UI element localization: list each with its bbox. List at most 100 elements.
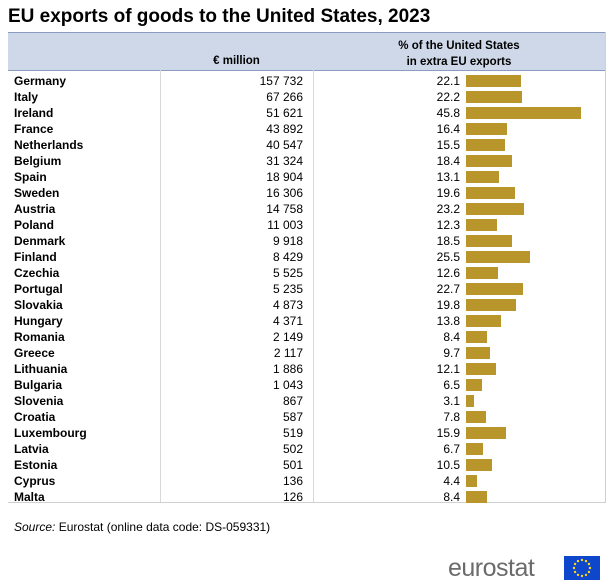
- country-label: Lithuania: [14, 362, 68, 376]
- source-text: Eurostat (online data code: DS-059331): [58, 520, 271, 534]
- country-label: Spain: [14, 170, 47, 184]
- percent-value: 3.1: [443, 394, 460, 408]
- eur-value: 18 904: [266, 170, 303, 184]
- flag-star: [572, 566, 576, 570]
- country-label: Bulgaria: [14, 378, 63, 392]
- table-row: Sweden 16 306 19.6: [8, 185, 605, 201]
- bar: [466, 267, 498, 279]
- flag-star: [587, 570, 591, 574]
- percent-value: 4.4: [443, 474, 460, 488]
- eur-value: 126: [282, 490, 303, 504]
- eur-value: 157 732: [259, 74, 303, 88]
- table-row: Latvia 502 6.7: [8, 441, 605, 457]
- source-note: Source: Eurostat (online data code: DS-0…: [14, 520, 270, 534]
- country-label: Austria: [14, 202, 56, 216]
- country-label: Latvia: [14, 442, 49, 456]
- flag-star: [584, 559, 588, 563]
- bar: [466, 347, 490, 359]
- bar: [466, 155, 512, 167]
- flag-star: [573, 570, 577, 574]
- percent-value: 12.3: [436, 218, 460, 232]
- flag-star: [587, 562, 591, 566]
- country-label: Luxembourg: [14, 426, 87, 440]
- country-label: Belgium: [14, 154, 62, 168]
- percent-value: 45.8: [436, 106, 460, 120]
- header-percent-us: % of the United States in extra EU expor…: [313, 38, 605, 70]
- country-label: Romania: [14, 330, 65, 344]
- eur-value: 502: [282, 442, 303, 456]
- header-divider: [8, 70, 605, 71]
- bar: [466, 331, 487, 343]
- percent-value: 23.2: [436, 202, 460, 216]
- eur-value: 9 918: [272, 234, 303, 248]
- percent-value: 19.6: [436, 186, 460, 200]
- flag-star: [576, 573, 580, 577]
- country-label: Estonia: [14, 458, 58, 472]
- percent-value: 13.8: [436, 314, 460, 328]
- eur-value: 67 266: [266, 90, 303, 104]
- table-row: Lithuania 1 886 12.1: [8, 361, 605, 377]
- eur-value: 16 306: [266, 186, 303, 200]
- bar: [466, 235, 512, 247]
- table-row: Hungary 4 371 13.8: [8, 313, 605, 329]
- table-row: Spain 18 904 13.1: [8, 169, 605, 185]
- table-row: Germany 157 732 22.1: [8, 73, 605, 89]
- table-row: Romania 2 149 8.4: [8, 329, 605, 345]
- bar: [466, 427, 506, 439]
- percent-value: 15.9: [436, 426, 460, 440]
- bar: [466, 363, 496, 375]
- country-label: Finland: [14, 250, 57, 264]
- bar: [466, 491, 487, 503]
- eur-value: 11 003: [267, 218, 303, 232]
- bar: [466, 123, 507, 135]
- source-label: Source:: [14, 520, 56, 534]
- percent-value: 12.6: [436, 266, 460, 280]
- flag-star: [576, 559, 580, 563]
- table-row: Bulgaria 1 043 6.5: [8, 377, 605, 393]
- bar: [466, 475, 477, 487]
- table-row: Finland 8 429 25.5: [8, 249, 605, 265]
- percent-value: 8.4: [443, 490, 460, 504]
- table-row: Portugal 5 235 22.7: [8, 281, 605, 297]
- table-row: Czechia 5 525 12.6: [8, 265, 605, 281]
- column-divider: [160, 70, 161, 502]
- table-row: Malta 126 8.4: [8, 489, 605, 505]
- country-label: Netherlands: [14, 138, 84, 152]
- bar: [466, 443, 483, 455]
- eur-value: 1 043: [272, 378, 303, 392]
- table-header: [8, 32, 605, 71]
- header-percent-line1: % of the United States: [398, 40, 520, 52]
- logo-text: eurostat: [448, 554, 535, 582]
- table-row: France 43 892 16.4: [8, 121, 605, 137]
- bar: [466, 91, 522, 103]
- country-label: Croatia: [14, 410, 56, 424]
- percent-value: 18.4: [436, 154, 460, 168]
- percent-value: 16.4: [436, 122, 460, 136]
- bar: [466, 315, 501, 327]
- eur-value: 31 324: [266, 154, 303, 168]
- percent-value: 19.8: [436, 298, 460, 312]
- country-label: Portugal: [14, 282, 63, 296]
- bar: [466, 459, 492, 471]
- bar: [466, 203, 524, 215]
- flag-star: [580, 558, 584, 562]
- table-row: Slovenia 867 3.1: [8, 393, 605, 409]
- table-row: Luxembourg 519 15.9: [8, 425, 605, 441]
- eur-value: 867: [282, 394, 303, 408]
- flag-star: [584, 573, 588, 577]
- table-row: Ireland 51 621 45.8: [8, 105, 605, 121]
- header-percent-line2: in extra EU exports: [406, 56, 512, 68]
- flag-star: [588, 566, 592, 570]
- table-row: Denmark 9 918 18.5: [8, 233, 605, 249]
- percent-value: 7.8: [443, 410, 460, 424]
- percent-value: 6.7: [443, 442, 460, 456]
- table-row: Italy 67 266 22.2: [8, 89, 605, 105]
- table-row: Cyprus 136 4.4: [8, 473, 605, 489]
- eur-value: 43 892: [266, 122, 303, 136]
- bar: [466, 171, 499, 183]
- country-label: Italy: [14, 90, 39, 104]
- bar: [466, 379, 482, 391]
- eur-value: 519: [282, 426, 303, 440]
- table-row: Greece 2 117 9.7: [8, 345, 605, 361]
- bar: [466, 139, 505, 151]
